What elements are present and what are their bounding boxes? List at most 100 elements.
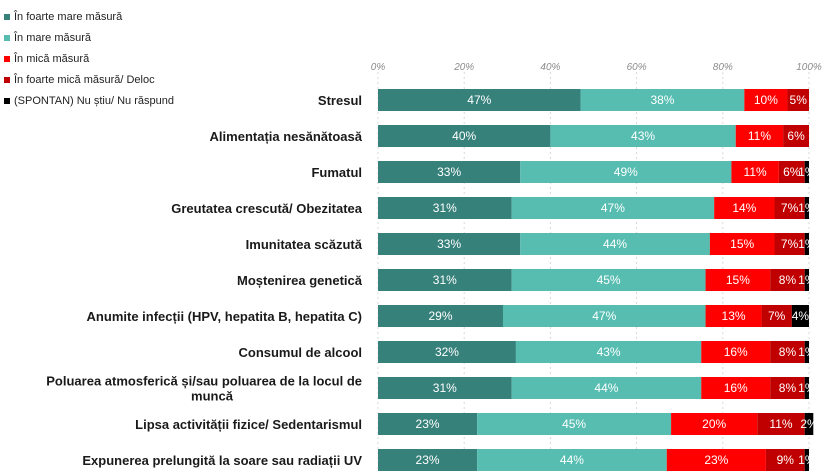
bar-segment bbox=[765, 449, 805, 471]
data-label: 7% bbox=[781, 237, 799, 251]
data-label: 6% bbox=[787, 129, 805, 143]
bar-segment bbox=[804, 449, 809, 471]
bar-segment bbox=[804, 413, 814, 435]
data-label: 29% bbox=[428, 309, 452, 323]
bar-segment bbox=[378, 161, 521, 183]
category-label: Lipsa activității fizice/ Sedentarismul bbox=[135, 417, 362, 432]
bar-row: 33% 49% 11% 6%1% bbox=[378, 161, 816, 183]
bar-row: 47% 38% 10% 5% bbox=[378, 89, 809, 111]
data-label: 7% bbox=[768, 309, 786, 323]
category-label: Poluarea atmosferică și/sau poluarea de … bbox=[46, 374, 362, 389]
legend-swatch bbox=[4, 14, 10, 20]
category-label: muncă bbox=[191, 389, 234, 404]
legend-swatch bbox=[4, 35, 10, 41]
data-label: 45% bbox=[597, 273, 621, 287]
data-label: 33% bbox=[437, 237, 461, 251]
bar-segment bbox=[761, 305, 792, 327]
category-label: Moștenirea genetică bbox=[237, 273, 363, 288]
bar-segment bbox=[791, 305, 809, 327]
x-tick-label: 40% bbox=[540, 62, 560, 73]
data-label: 1% bbox=[798, 381, 816, 395]
data-label: 40% bbox=[452, 129, 476, 143]
data-label: 43% bbox=[597, 345, 621, 359]
x-tick-label: 20% bbox=[453, 62, 474, 73]
bar-segment bbox=[735, 125, 784, 147]
bar-row: 23% 45% 20% 11% 2% bbox=[378, 413, 818, 435]
bar-segment bbox=[804, 161, 809, 183]
category-label: Consumul de alcool bbox=[238, 345, 362, 360]
data-label: 31% bbox=[433, 273, 457, 287]
bar-segment bbox=[378, 413, 478, 435]
bar-row: 29% 47% 13% 7% 4% bbox=[378, 305, 809, 327]
bar-segment bbox=[580, 89, 745, 111]
data-label: 4% bbox=[792, 309, 810, 323]
category-label: Greutatea crescută/ Obezitatea bbox=[171, 201, 363, 216]
data-label: 20% bbox=[702, 417, 726, 431]
bar-segment bbox=[770, 269, 805, 291]
data-label: 49% bbox=[614, 165, 638, 179]
data-label: 43% bbox=[631, 129, 655, 143]
bar-segment bbox=[744, 89, 788, 111]
data-label: 16% bbox=[724, 345, 748, 359]
bar-segment bbox=[378, 449, 478, 471]
category-labels: Stresul Alimentația nesănătoasă Fumatul Gre… bbox=[46, 93, 363, 468]
bar-segment bbox=[378, 269, 512, 291]
data-label: 23% bbox=[704, 453, 728, 467]
bar-row: 40% 43% 11% 6% bbox=[378, 125, 809, 147]
legend-label: În mică măsură bbox=[13, 52, 90, 65]
legend-label: În foarte mare măsură bbox=[13, 10, 123, 23]
bar-segment bbox=[774, 233, 805, 255]
data-label: 8% bbox=[779, 381, 797, 395]
legend-swatch bbox=[4, 56, 10, 62]
bar-segment bbox=[378, 377, 512, 399]
data-label: 44% bbox=[560, 453, 584, 467]
legend: În foarte mare măsură În mare măsură În mi… bbox=[4, 10, 174, 107]
data-label: 32% bbox=[435, 345, 459, 359]
bar-segment bbox=[477, 413, 672, 435]
x-tick-label: 60% bbox=[627, 62, 647, 73]
bar-row: 33% 44% 15% 7% 1% bbox=[378, 233, 816, 255]
data-label: 11% bbox=[748, 129, 771, 143]
category-label: Alimentația nesănătoasă bbox=[210, 129, 363, 144]
legend-swatch bbox=[4, 98, 10, 104]
data-label: 8% bbox=[779, 345, 797, 359]
data-label: 47% bbox=[601, 201, 625, 215]
bar-segment bbox=[774, 197, 805, 219]
category-label: Stresul bbox=[318, 93, 362, 108]
bar-segment bbox=[511, 269, 706, 291]
legend-label: În mare măsură bbox=[13, 31, 92, 44]
data-label: 1% bbox=[798, 453, 816, 467]
legend-label: În foarte mică măsură/ Deloc bbox=[13, 73, 155, 86]
bar-segment bbox=[550, 125, 736, 147]
x-tick-label: 100% bbox=[796, 62, 822, 73]
data-label: 15% bbox=[730, 237, 754, 251]
data-label: 10% bbox=[754, 93, 778, 107]
data-label: 38% bbox=[650, 93, 674, 107]
data-label: 23% bbox=[416, 417, 440, 431]
bar-segment bbox=[378, 233, 521, 255]
bar-segment bbox=[787, 89, 809, 111]
bar-segment bbox=[804, 377, 809, 399]
bar-segment bbox=[378, 89, 581, 111]
category-label: Anumite infecții (HPV, hepatita B, hepat… bbox=[87, 309, 362, 324]
data-label: 13% bbox=[722, 309, 746, 323]
bar-row: 31% 45% 15% 8% 1% bbox=[378, 269, 816, 291]
data-label: 31% bbox=[433, 201, 457, 215]
data-label: 6% bbox=[783, 165, 801, 179]
data-label: 1% bbox=[798, 273, 816, 287]
bar-segment bbox=[804, 197, 809, 219]
category-label: Expunerea prelungită la soare sau radiaț… bbox=[82, 453, 362, 468]
legend-swatch bbox=[4, 77, 10, 83]
data-label: 14% bbox=[732, 201, 756, 215]
bar-segment bbox=[709, 233, 775, 255]
data-label: 9% bbox=[777, 453, 795, 467]
data-label: 8% bbox=[779, 273, 797, 287]
data-label: 47% bbox=[467, 93, 491, 107]
bar-segment bbox=[520, 233, 710, 255]
category-label: Imunitatea scăzută bbox=[246, 237, 363, 252]
bar-segment bbox=[511, 197, 715, 219]
bar-segment bbox=[770, 341, 805, 363]
bar-segment bbox=[701, 341, 771, 363]
data-label: 1% bbox=[798, 165, 816, 179]
